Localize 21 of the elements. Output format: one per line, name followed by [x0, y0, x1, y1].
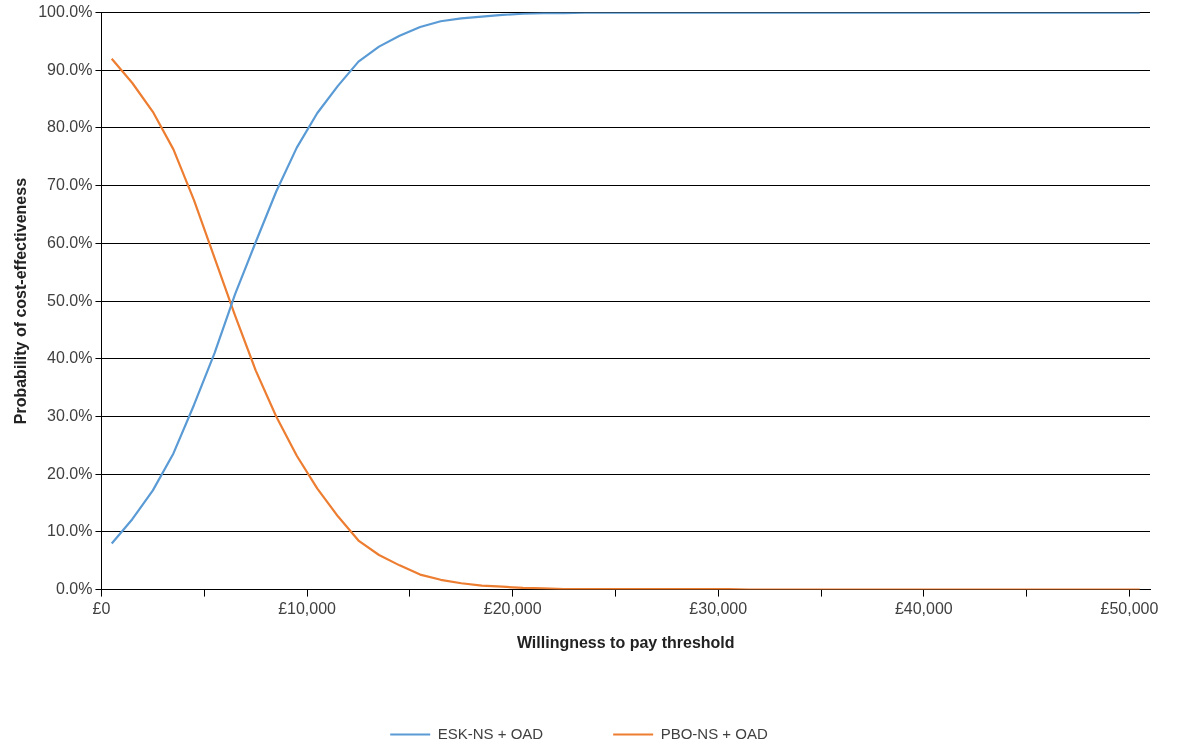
y-tick-label: 90.0%	[47, 60, 93, 78]
y-tick-label: 70.0%	[47, 176, 93, 194]
x-tick-label: £10,000	[278, 599, 337, 617]
x-tick-label: £0	[92, 599, 111, 617]
y-tick-label: 100.0%	[38, 3, 93, 21]
x-tick-label: £20,000	[483, 599, 542, 617]
x-tick-label: £40,000	[894, 599, 953, 617]
x-tick-label: £30,000	[689, 599, 748, 617]
y-tick-label: 30.0%	[47, 406, 93, 424]
y-tick-label: 50.0%	[47, 291, 93, 309]
x-tick-label: £50,000	[1100, 599, 1159, 617]
y-tick-label: 0.0%	[56, 580, 93, 598]
legend-label: PBO-NS + OAD	[660, 724, 768, 742]
y-tick-label: 60.0%	[47, 233, 93, 251]
y-tick-label: 10.0%	[47, 522, 93, 540]
legend-label: ESK-NS + OAD	[437, 724, 544, 742]
y-tick-label: 40.0%	[47, 349, 93, 367]
y-tick-label: 80.0%	[47, 118, 93, 136]
y-axis-title: Probability of cost-effectiveness	[12, 177, 30, 425]
x-axis-title: Willingness to pay threshold	[516, 633, 735, 651]
y-tick-label: 20.0%	[47, 464, 93, 482]
